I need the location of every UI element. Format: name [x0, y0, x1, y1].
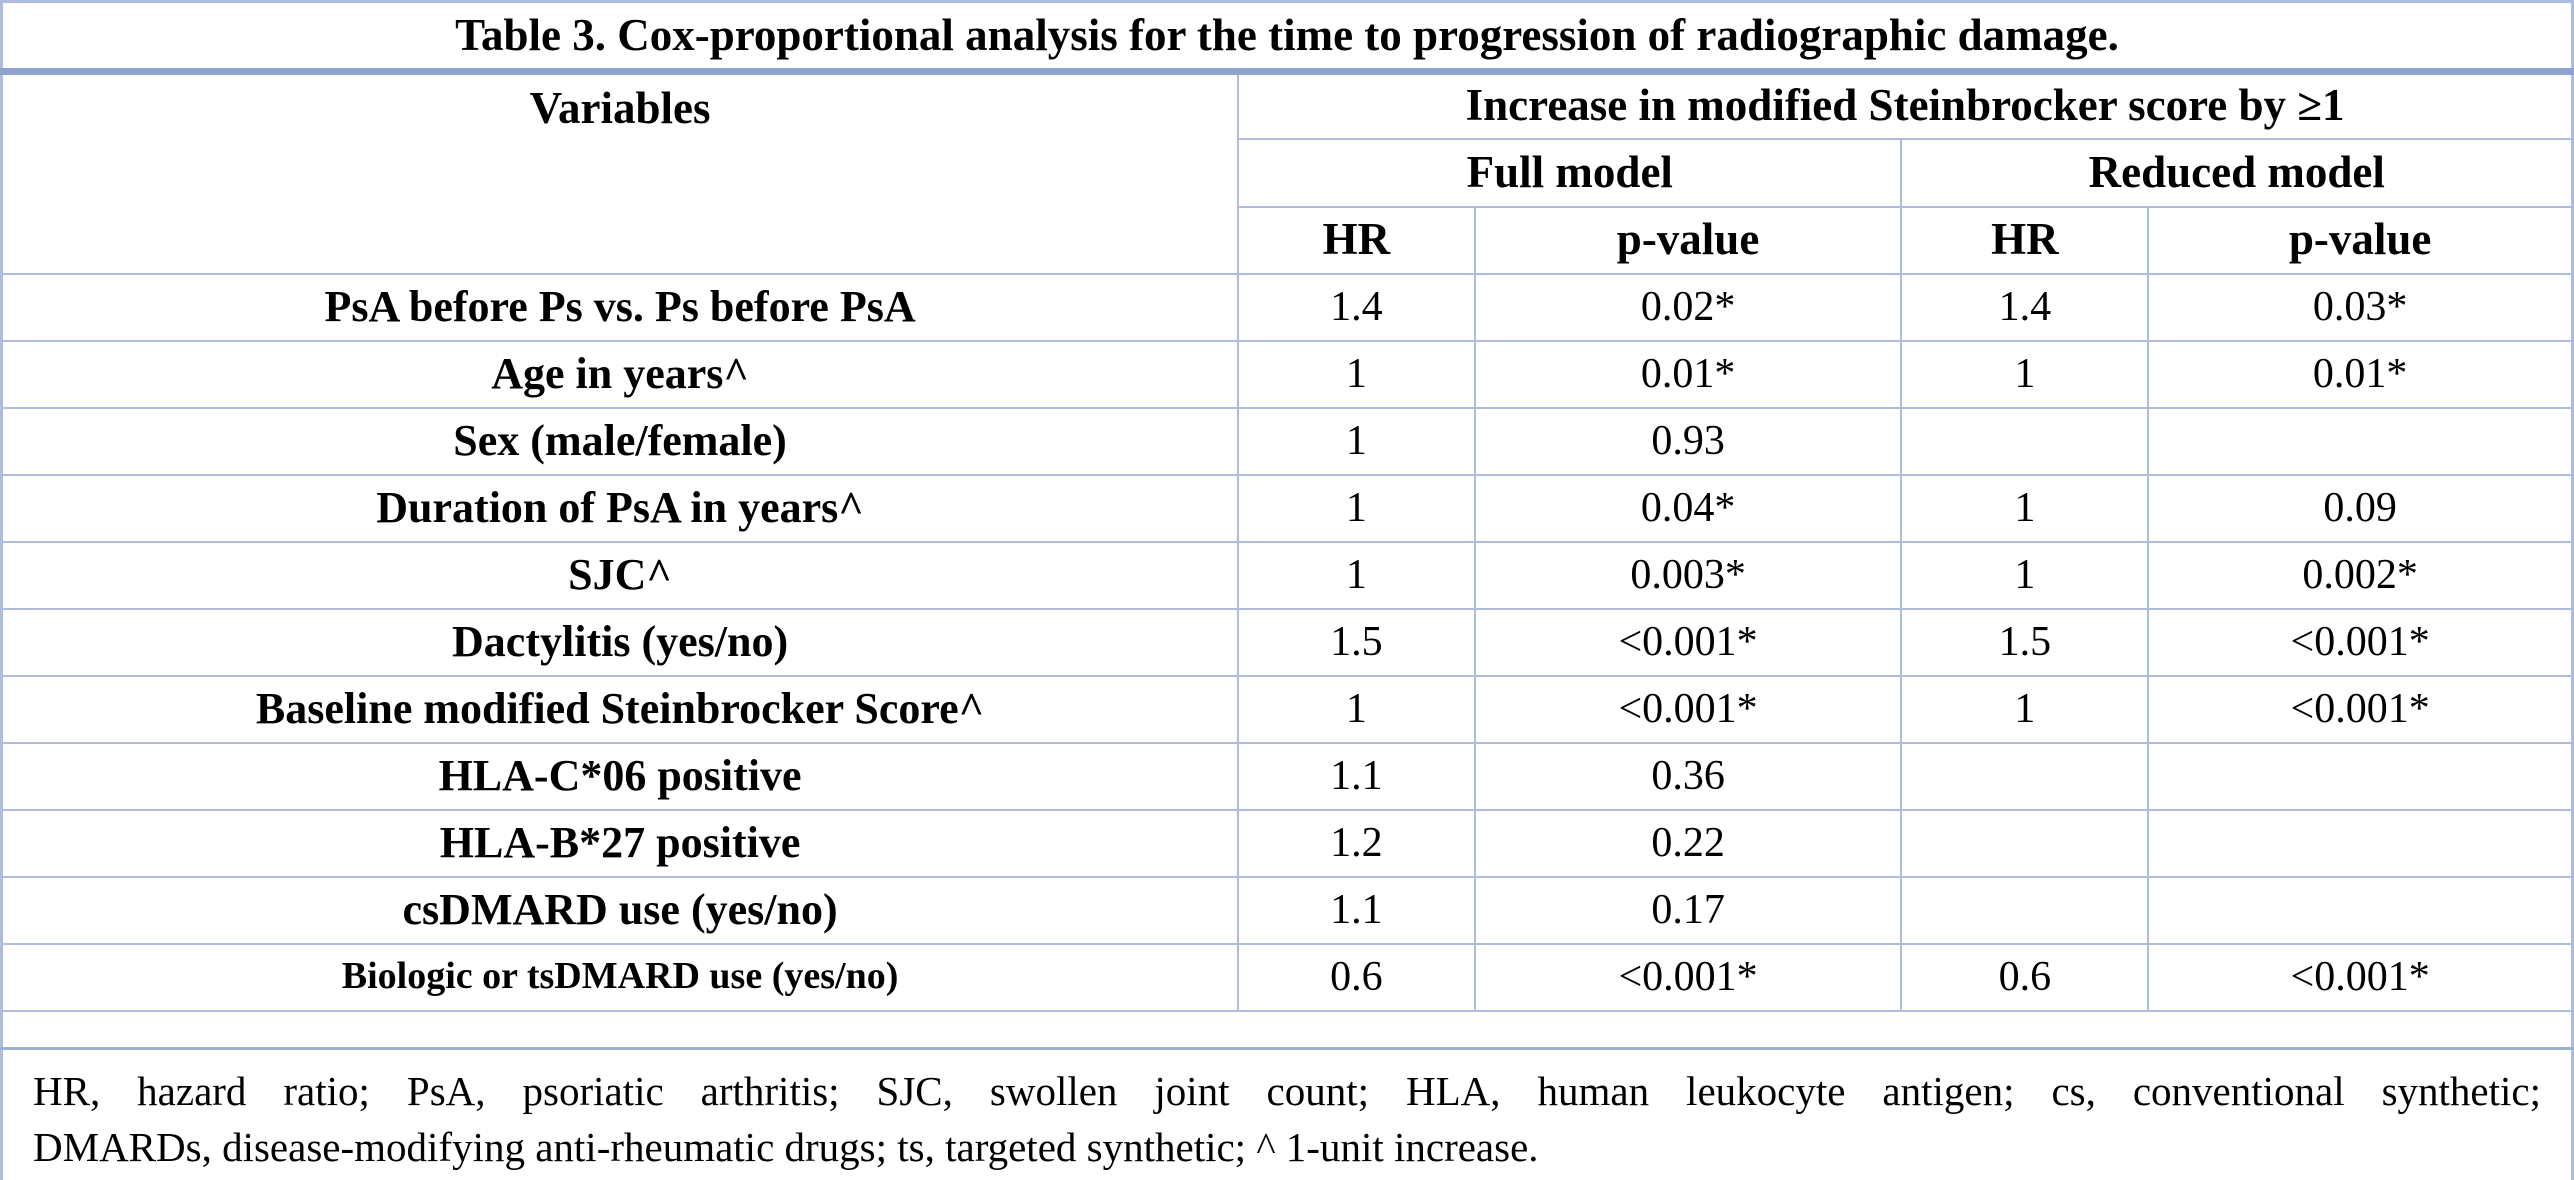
reduced-pvalue — [2147, 741, 2574, 811]
table-row: Dactylitis (yes/no) 1.5 <0.001* 1.5 <0.0… — [0, 607, 2574, 677]
full-hr-value: 1.2 — [1237, 808, 1476, 878]
reduced-pvalue — [2147, 808, 2574, 878]
full-pvalue: 0.04* — [1473, 473, 1903, 543]
reduced-pvalue: 0.03* — [2147, 272, 2574, 342]
footnote-row: HR, hazard ratio; PsA, psoriatic arthrit… — [0, 1047, 2574, 1180]
reduced-hr-value: 1 — [1900, 473, 2150, 543]
reduced-hr-value: 1.5 — [1900, 607, 2150, 677]
footnote-line-2: DMARDs, disease-modifying anti-rheumatic… — [33, 1123, 1539, 1170]
full-pvalue: 0.17 — [1473, 875, 1903, 945]
full-hr-value: 1.5 — [1237, 607, 1476, 677]
variable-label: Dactylitis (yes/no) — [0, 607, 1240, 677]
reduced-hr-value — [1900, 808, 2150, 878]
reduced-hr-value: 1.4 — [1900, 272, 2150, 342]
full-pvalue: 0.003* — [1473, 540, 1903, 610]
variable-label: Duration of PsA in years^ — [0, 473, 1240, 543]
full-model-header: Full model — [1237, 137, 1903, 208]
full-hr-value: 1 — [1237, 674, 1476, 744]
reduced-hr-value: 0.6 — [1900, 942, 2150, 1012]
full-pvalue: <0.001* — [1473, 942, 1903, 1012]
full-pvalue: 0.36 — [1473, 741, 1903, 811]
reduced-hr-value: 1 — [1900, 674, 2150, 744]
full-pvalue: <0.001* — [1473, 674, 1903, 744]
table-row: Baseline modified Steinbrocker Score^ 1 … — [0, 674, 2574, 744]
reduced-hr-value: 1 — [1900, 339, 2150, 409]
reduced-pvalue — [2147, 875, 2574, 945]
reduced-pvalue: 0.01* — [2147, 339, 2574, 409]
spacer-row — [0, 1009, 2574, 1050]
col-header-hr-reduced: HR — [1900, 205, 2150, 275]
full-hr-value: 1.4 — [1237, 272, 1476, 342]
full-pvalue: 0.93 — [1473, 406, 1903, 476]
full-hr-value: 0.6 — [1237, 942, 1476, 1012]
header-row-columns: HR p-value HR p-value — [2, 205, 2574, 275]
table-row: SJC^ 1 0.003* 1 0.002* — [0, 540, 2574, 610]
header-row-span: Variables Increase in modified Steinbroc… — [0, 70, 2574, 275]
table-row: Age in years^ 1 0.01* 1 0.01* — [0, 339, 2574, 409]
col-header-pvalue-full: p-value — [1473, 205, 1903, 275]
spacer-cell — [0, 1009, 2574, 1050]
full-hr-value: 1 — [1237, 473, 1476, 543]
variable-label: HLA-C*06 positive — [0, 741, 1240, 811]
table-row: csDMARD use (yes/no) 1.1 0.17 — [0, 875, 2574, 945]
reduced-hr-value — [1900, 875, 2150, 945]
full-hr-value: 1.1 — [1237, 741, 1476, 811]
variable-label: PsA before Ps vs. Ps before PsA — [0, 272, 1240, 342]
table-row: Biologic or tsDMARD use (yes/no) 0.6 <0.… — [0, 942, 2574, 1012]
variable-label: SJC^ — [0, 540, 1240, 610]
reduced-model-header: Reduced model — [1900, 137, 2574, 208]
reduced-pvalue: <0.001* — [2147, 674, 2574, 744]
header-row-models: Full model Reduced model — [2, 137, 2574, 208]
variable-label: Age in years^ — [0, 339, 1240, 409]
footnote-cell: HR, hazard ratio; PsA, psoriatic arthrit… — [0, 1047, 2574, 1180]
table-row: HLA-B*27 positive 1.2 0.22 — [0, 808, 2574, 878]
reduced-hr-value — [1900, 406, 2150, 476]
table-row: Duration of PsA in years^ 1 0.04* 1 0.09 — [0, 473, 2574, 543]
reduced-pvalue: 0.09 — [2147, 473, 2574, 543]
reduced-hr-value — [1900, 741, 2150, 811]
variable-label: Biologic or tsDMARD use (yes/no) — [0, 942, 1240, 1012]
variable-label: HLA-B*27 positive — [0, 808, 1240, 878]
full-hr-value: 1 — [1237, 339, 1476, 409]
reduced-pvalue: <0.001* — [2147, 607, 2574, 677]
full-pvalue: 0.01* — [1473, 339, 1903, 409]
footnote-line-1: HR, hazard ratio; PsA, psoriatic arthrit… — [33, 1068, 2541, 1114]
reduced-pvalue: 0.002* — [2147, 540, 2574, 610]
table-title-row: Table 3. Cox-proportional analysis for t… — [1, 0, 2573, 75]
variables-column-header: Variables — [0, 70, 1240, 275]
variable-label: csDMARD use (yes/no) — [0, 875, 1240, 945]
full-pvalue: 0.02* — [1473, 272, 1903, 342]
variable-label: Sex (male/female) — [0, 406, 1240, 476]
full-hr-value: 1.1 — [1237, 875, 1476, 945]
col-header-pvalue-reduced: p-value — [2147, 205, 2574, 275]
reduced-pvalue: <0.001* — [2147, 942, 2574, 1012]
full-hr-value: 1 — [1237, 406, 1476, 476]
table-row: PsA before Ps vs. Ps before PsA 1.4 0.02… — [0, 272, 2574, 342]
reduced-hr-value: 1 — [1900, 540, 2150, 610]
full-pvalue: 0.22 — [1473, 808, 1903, 878]
table-row: HLA-C*06 positive 1.1 0.36 — [0, 741, 2574, 811]
full-pvalue: <0.001* — [1473, 607, 1903, 677]
table-title: Table 3. Cox-proportional analysis for t… — [1, 0, 2573, 75]
outcome-span-header: Increase in modified Steinbrocker score … — [1237, 70, 2574, 140]
col-header-hr-full: HR — [1237, 205, 1476, 275]
table-row: Sex (male/female) 1 0.93 — [0, 406, 2574, 476]
full-hr-value: 1 — [1237, 540, 1476, 610]
variable-label: Baseline modified Steinbrocker Score^ — [0, 674, 1240, 744]
reduced-pvalue — [2147, 406, 2574, 476]
